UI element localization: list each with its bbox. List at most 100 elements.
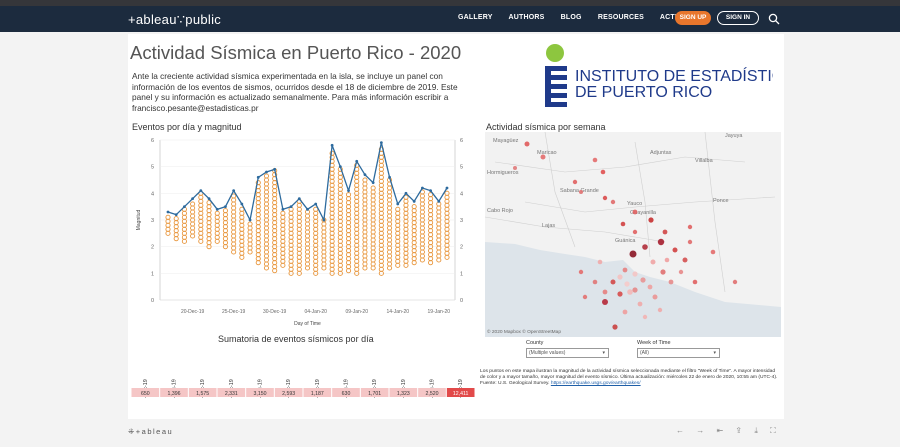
quake-marker: [600, 169, 606, 175]
nav-resources[interactable]: RESOURCES: [597, 14, 644, 21]
quake-marker: [657, 238, 665, 246]
quake-marker: [662, 229, 668, 235]
quake-marker: [602, 195, 608, 201]
quake-marker: [597, 259, 603, 265]
download-icon[interactable]: ⤓: [754, 426, 758, 435]
quake-marker: [540, 154, 546, 160]
x-tick-label: 20-Dec-19: [181, 309, 205, 315]
usgs-link[interactable]: https://earthquake.usgs.gov/earthquakes/: [550, 381, 641, 387]
week-filter-value: (All): [640, 350, 649, 356]
logo-line1: INSTITUTO DE ESTADÍSTICAS: [575, 66, 773, 85]
sum-cell: [246, 388, 274, 397]
quake-marker: [572, 179, 578, 185]
x-tick-label: 30-Dec-19: [263, 309, 287, 315]
event-dot: [214, 210, 220, 216]
max-magnitude-point: [166, 210, 170, 214]
share-icon[interactable]: ⇪: [735, 426, 743, 435]
institute-logo: INSTITUTO DE ESTADÍSTICAS DE PUERTO RICO: [545, 44, 773, 107]
county-filter[interactable]: (Multiple values) ▾: [526, 348, 609, 358]
max-magnitude-point: [437, 199, 441, 203]
y-tick-label: 0: [151, 298, 154, 304]
map-place-label: Yauco: [627, 201, 642, 207]
footer-controls: ← → ⇤ ⇪ ⤓ ⛶: [676, 426, 786, 436]
magnitude-chart[interactable]: 0 0 1 1 2 2 3 3 4 4 5 5 6 6 20-Dec-19 25-Dec-19 30-Dec-1…: [130, 132, 475, 330]
logo-dot: [546, 44, 564, 62]
x-tick-label: 09-Jan-20: [345, 309, 368, 315]
max-magnitude-point: [265, 170, 268, 174]
seismic-map[interactable]: Mayagüez Maricao Adjuntas Jayuya Hormigueros…: [485, 132, 781, 337]
event-dot: [362, 177, 368, 183]
y-tick-label-right: 4: [460, 191, 463, 197]
quake-marker: [632, 271, 638, 277]
max-magnitude-point: [224, 205, 227, 209]
dashboard-title: Actividad Sísmica en Puerto Rico - 2020: [130, 42, 462, 63]
y-tick-label-right: 6: [460, 138, 463, 144]
dashboard-description: Ante la creciente actividad sísmica expe…: [132, 71, 458, 113]
max-magnitude-point: [281, 207, 285, 211]
redo-icon[interactable]: →: [696, 426, 705, 435]
quake-marker: [637, 301, 643, 307]
max-magnitude-point: [404, 191, 408, 195]
chevron-down-icon: ▾: [602, 350, 605, 356]
quake-marker: [513, 166, 517, 170]
quake-marker: [650, 259, 656, 265]
event-dot: [280, 210, 286, 216]
map-canvas[interactable]: Mayagüez Maricao Adjuntas Jayuya Hormigueros…: [485, 132, 781, 337]
map-place-label: Adjuntas: [650, 150, 672, 156]
max-magnitude-point: [183, 205, 186, 209]
sign-in-button[interactable]: SIGN IN: [717, 11, 759, 25]
quake-marker: [592, 157, 598, 163]
max-magnitude-point: [445, 186, 449, 190]
fullscreen-icon[interactable]: ⛶: [770, 426, 776, 435]
undo-icon[interactable]: ←: [676, 426, 684, 435]
quake-marker: [602, 289, 608, 295]
x-tick-label: 25-Dec-19: [222, 309, 246, 315]
quake-marker: [602, 299, 608, 305]
search-icon[interactable]: [768, 13, 780, 25]
week-filter[interactable]: (All) ▾: [637, 348, 720, 358]
nav-blog[interactable]: BLOG: [560, 14, 582, 21]
sum-value: 2,520: [426, 391, 439, 397]
map-note-text: Los puntos en este mapa ilustran la magn…: [480, 369, 778, 387]
sum-value: 650: [141, 391, 150, 397]
map-place-label: Villalba: [695, 158, 714, 164]
event-dot: [428, 192, 434, 198]
nav-menu: GALLERY AUTHORS BLOG RESOURCES ACTIVITY: [458, 14, 707, 21]
county-filter-label: County: [526, 340, 544, 346]
quake-marker: [660, 269, 666, 275]
event-dot: [190, 201, 196, 207]
quake-marker: [612, 324, 618, 330]
quake-marker: [657, 307, 663, 313]
map-road: [634, 141, 651, 258]
quake-marker: [647, 284, 653, 290]
quake-marker: [632, 287, 638, 293]
footer-tableau-logo[interactable]: ⁜+ableau: [128, 427, 174, 436]
max-magnitude-point: [379, 141, 383, 145]
sign-up-button[interactable]: SIGN UP: [675, 11, 711, 25]
daily-sum-table[interactable]: 18-Dec-1919-Dec-1920-Dec-1921-Dec-1922-D…: [131, 348, 475, 398]
sum-value: 1,701: [368, 391, 381, 397]
max-magnitude-point: [396, 202, 400, 206]
map-section-title: Actividad sísmica por semana: [486, 122, 606, 132]
tableau-public-logo[interactable]: +ableau∵public: [128, 12, 222, 27]
quake-marker: [678, 269, 684, 275]
max-magnitude-point: [338, 165, 342, 169]
sum-cell: [360, 388, 389, 397]
max-magnitude-point: [363, 173, 367, 177]
max-magnitude-point: [330, 143, 334, 147]
top-navigation: +ableau∵public GALLERY AUTHORS BLOG RESO…: [0, 6, 900, 32]
sum-cell: [274, 388, 303, 397]
event-dot: [247, 221, 253, 227]
sum-cell: [160, 388, 188, 397]
map-attribution: © 2020 Mapbox © OpenStreetMap: [487, 330, 562, 335]
map-road: [494, 156, 746, 173]
sum-value: 12,411: [453, 391, 469, 397]
reset-icon[interactable]: ⇤: [716, 426, 724, 435]
quake-marker: [672, 247, 678, 253]
map-place-label: Guayanilla: [630, 210, 657, 216]
nav-authors[interactable]: AUTHORS: [508, 14, 545, 21]
quake-marker: [682, 257, 688, 263]
quake-marker: [632, 229, 638, 235]
nav-gallery[interactable]: GALLERY: [458, 14, 493, 21]
map-land: [485, 132, 781, 307]
